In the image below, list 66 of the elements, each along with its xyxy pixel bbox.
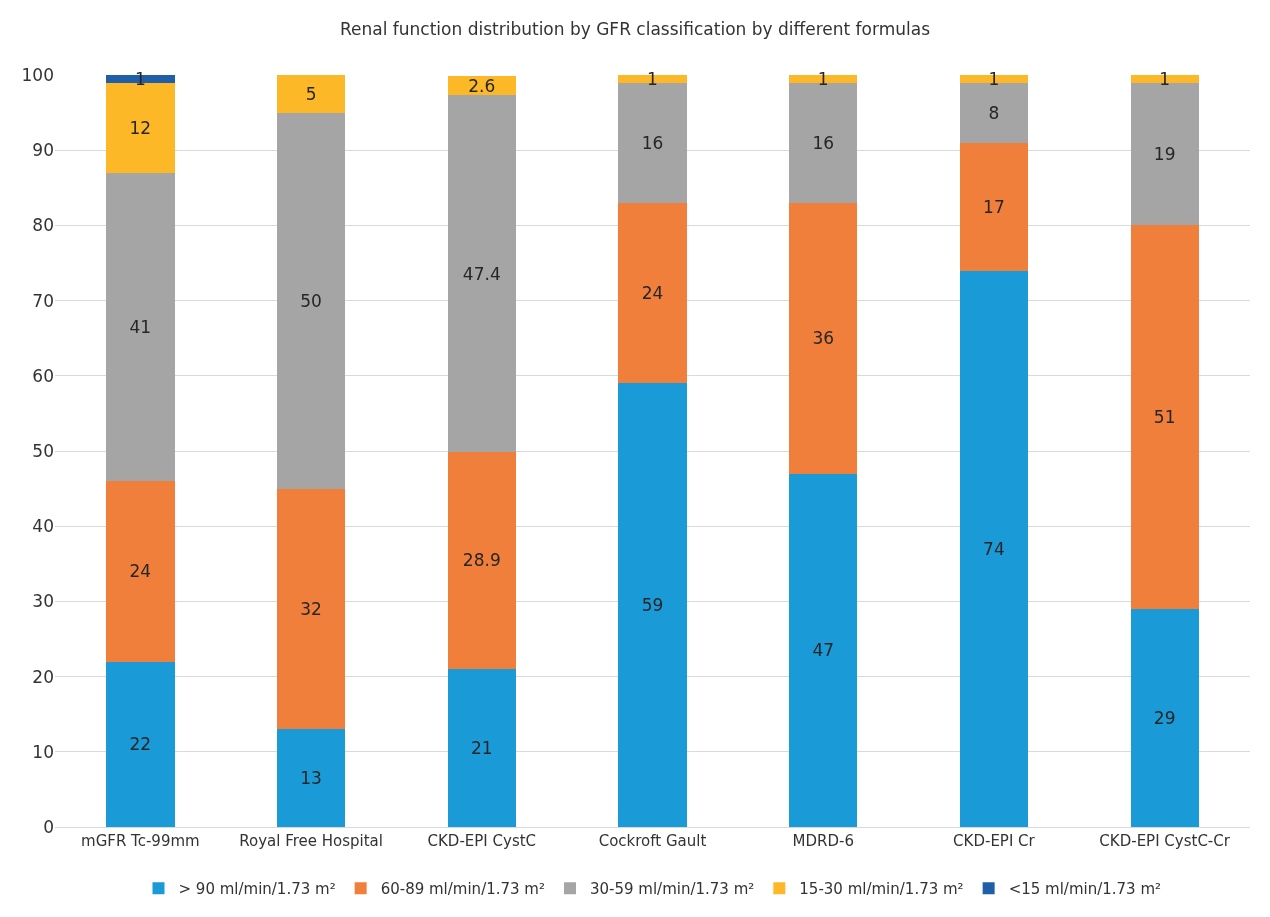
legend-label: > 90 ml/min/1.73 m² (178, 880, 336, 899)
bar (447, 451, 516, 670)
data-label: 36 (812, 328, 835, 349)
data-label: 19 (1153, 143, 1176, 164)
data-label: 41 (129, 316, 152, 337)
data-label: 12 (129, 117, 152, 138)
data-label: 50 (300, 290, 322, 311)
bar (276, 112, 346, 489)
chart-title: Renal function distribution by GFR classification by different formulas (339, 18, 931, 39)
x-tick-label: CKD-EPI CystC-Cr (1099, 832, 1231, 850)
x-tick-label: Cockroft Gault (598, 832, 707, 850)
bar (447, 669, 516, 827)
data-label: 8 (988, 102, 1000, 123)
data-label: 2.6 (468, 75, 496, 96)
data-label: 29 (1153, 707, 1176, 728)
bar (959, 142, 1029, 271)
data-label: 51 (1153, 407, 1176, 428)
data-label: 13 (300, 768, 322, 789)
bar (276, 75, 346, 113)
bar (106, 172, 175, 482)
bar (1130, 608, 1199, 827)
data-label: 32 (300, 598, 322, 619)
y-tick-label: 40 (32, 516, 54, 537)
y-tick-label: 60 (32, 365, 54, 386)
bar (618, 202, 687, 384)
bar (106, 481, 175, 662)
y-tick-label: 50 (32, 440, 54, 461)
legend-label: 60-89 ml/min/1.73 m² (380, 880, 545, 899)
bar (789, 202, 858, 474)
legend-label: 30-59 ml/min/1.73 m² (589, 880, 755, 899)
bar (276, 488, 346, 730)
bar (447, 95, 516, 452)
x-tick-label: CKD-EPI Cr (953, 832, 1036, 850)
x-tick-label: Royal Free Hospital (239, 832, 383, 850)
data-label: 17 (983, 196, 1005, 217)
legend-label: 15-30 ml/min/1.73 m² (799, 880, 964, 899)
x-tick-label: mGFR Tc-99mm (81, 832, 200, 850)
data-label: 28.9 (462, 550, 501, 571)
bar (959, 270, 1029, 827)
data-label: 24 (129, 561, 152, 582)
bar (106, 661, 175, 827)
y-tick-label: 30 (32, 591, 54, 612)
data-label: 5 (305, 83, 317, 104)
data-label: 21 (470, 738, 493, 759)
y-tick-label: 100 (21, 64, 54, 85)
data-label: 16 (812, 132, 835, 153)
data-label: 16 (641, 132, 664, 153)
y-tick-label: 0 (43, 816, 54, 837)
y-tick-label: 20 (32, 666, 54, 687)
y-tick-label: 80 (32, 215, 54, 236)
bar (1130, 225, 1199, 609)
bar (276, 729, 346, 827)
y-tick-label: 90 (32, 140, 54, 161)
data-label: 22 (129, 734, 152, 755)
x-tick-label: CKD-EPI CystC (427, 832, 537, 850)
x-tick-label: MDRD-6 (792, 832, 854, 850)
data-label: 47.4 (462, 263, 501, 284)
y-tick-label: 10 (32, 741, 54, 762)
bar (789, 473, 858, 827)
data-label: 47 (812, 640, 835, 661)
bar (618, 383, 687, 827)
data-label: 74 (983, 538, 1005, 559)
legend-label: <15 ml/min/1.73 m² (1008, 880, 1162, 899)
y-tick-label: 70 (32, 290, 54, 311)
data-label: 59 (641, 595, 664, 616)
data-label: 24 (641, 283, 664, 304)
